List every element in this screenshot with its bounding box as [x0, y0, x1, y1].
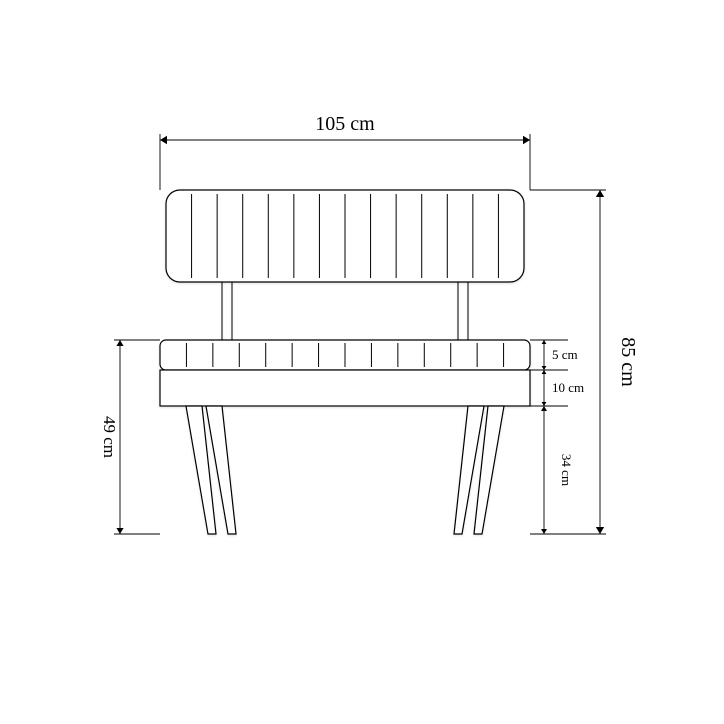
dim-cushion: 5 cm [552, 347, 578, 362]
bench-drawing [160, 190, 530, 534]
seat-frame [160, 370, 530, 406]
dim-width-top: 105 cm [315, 113, 375, 135]
dim-height-right: 85 cm [617, 337, 639, 387]
dim-seat-left: 49 cm [100, 416, 119, 458]
dim-frame: 10 cm [552, 380, 584, 395]
dim-legs: 34 cm [559, 454, 574, 486]
